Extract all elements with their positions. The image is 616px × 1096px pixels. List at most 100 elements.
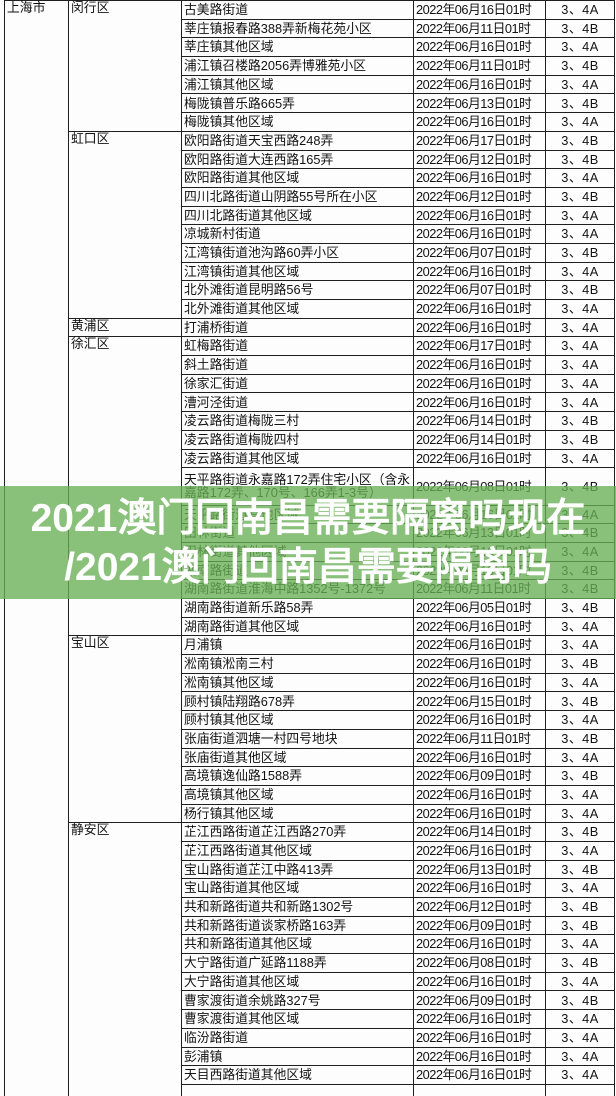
area-cell: 凌云路街道其他区域 <box>181 448 414 469</box>
date-cell: 2022年06月16日01时 <box>413 784 546 805</box>
area-cell: 淞南镇淞南三村 <box>181 654 414 674</box>
area-cell: 徐家汇街道 <box>181 373 414 394</box>
table-row: 共和新路街道共和新路1302号 2022年06月12日01时 3、4B <box>5 897 615 917</box>
date-cell: 2022年06月11日01时 <box>413 56 546 76</box>
class-cell: 3、4B <box>545 429 615 450</box>
date-cell: 2022年06月08日01时 <box>413 953 546 973</box>
class-cell: 3、4B <box>545 130 615 151</box>
class-cell: 3、4B <box>545 915 615 936</box>
class-cell: 3、4B <box>545 186 615 207</box>
watermark-line-1: 2021澳门回南昌需要隔离吗现在 <box>30 496 586 540</box>
date-cell: 2022年06月11日01时 <box>413 728 546 749</box>
table-row: 高境镇逸仙路1588弄 2022年06月09日01时 3、4B <box>5 766 615 786</box>
date-cell: 2022年06月15日01时 <box>413 691 546 712</box>
class-cell: 3、4B <box>545 897 615 917</box>
area-cell: 浦江镇召楼路2056弄博雅苑小区 <box>181 56 414 76</box>
date-cell: 2022年06月17日01时 <box>413 130 546 151</box>
date-cell: 2022年06月14日01时 <box>413 411 546 431</box>
class-cell: 3、4A <box>545 1065 615 1085</box>
class-cell: 3、4A <box>545 74 615 95</box>
class-cell: 3、4B <box>545 56 615 76</box>
table-row: 黄浦区 打浦桥街道 2022年06月16日01时 3、4A <box>5 317 615 338</box>
date-cell: 2022年06月16日01时 <box>413 317 546 338</box>
table-row: 顾村镇陆翔路678弄 2022年06月15日01时 3、4B <box>5 691 615 712</box>
date-cell: 2022年06月16日01时 <box>413 672 546 693</box>
table-row: 湖南路街道其他区域 2022年06月16日01时 3、4A <box>5 616 615 637</box>
table-row: 大宁路街道其他区域 2022年06月16日01时 3、4A <box>5 971 615 992</box>
area-cell: 江湾镇街道其他区域 <box>181 261 414 282</box>
table-row: 宝山路街道芷江中路413弄 2022年06月13日01时 3、4B <box>5 859 615 880</box>
class-cell: 3、4B <box>545 953 615 973</box>
date-cell <box>413 1083 546 1096</box>
area-cell: 芷江西路街道芷江西路270弄 <box>181 822 414 842</box>
date-cell: 2022年06月16日01时 <box>413 1046 546 1067</box>
date-cell: 2022年06月16日01时 <box>413 112 546 132</box>
date-cell: 2022年06月16日01时 <box>413 934 546 955</box>
class-cell: 3、4A <box>545 224 615 244</box>
area-cell: 宝山路街道其他区域 <box>181 878 414 899</box>
table-row <box>5 1083 615 1096</box>
table-row: 梅陇镇其他区域 2022年06月16日01时 3、4A <box>5 112 615 132</box>
area-cell: 凉城新村街道 <box>181 224 414 244</box>
date-cell: 2022年06月16日01时 <box>413 224 546 244</box>
class-cell: 3、4A <box>545 784 615 805</box>
date-cell: 2022年06月12日01时 <box>413 897 546 917</box>
date-cell: 2022年06月16日01时 <box>413 392 546 413</box>
area-cell: 四川北路街道其他区域 <box>181 205 414 226</box>
date-cell: 2022年06月11日01时 <box>413 18 546 39</box>
table-row: 梅陇镇普乐路665弄 2022年06月13日01时 3、4B <box>5 93 615 114</box>
class-cell: 3、4B <box>545 280 615 300</box>
table-row: 斜土路街道 2022年06月16日01时 3、4A <box>5 355 615 375</box>
class-cell: 3、4B <box>545 822 615 842</box>
table-row: 北外滩街道昆明路56号 2022年06月07日01时 3、4B <box>5 280 615 300</box>
class-cell: 3、4A <box>545 317 615 338</box>
area-cell: 天目西路街道其他区域 <box>181 1065 414 1085</box>
district-cell: 宝山区 <box>68 635 182 824</box>
class-cell: 3、4B <box>545 990 615 1011</box>
class-cell: 3、4A <box>545 616 615 637</box>
area-cell: 顾村镇陆翔路678弄 <box>181 691 414 712</box>
table-row: 浦江镇其他区域 2022年06月16日01时 3、4A <box>5 74 615 95</box>
date-cell: 2022年06月16日01时 <box>413 803 546 824</box>
table-row: 张庙街道其他区域 2022年06月16日01时 3、4A <box>5 747 615 768</box>
class-cell: 3、4A <box>545 934 615 955</box>
date-cell: 2022年06月07日01时 <box>413 242 546 263</box>
area-cell: 凌云路街道梅陇三村 <box>181 411 414 431</box>
class-cell: 3、4B <box>545 411 615 431</box>
area-cell: 大宁路街道广延路1188弄 <box>181 953 414 973</box>
area-cell: 湖南路街道新乐路58弄 <box>181 598 414 618</box>
area-cell: 梅陇镇普乐路665弄 <box>181 93 414 114</box>
area-cell: 北外滩街道昆明路56号 <box>181 280 414 300</box>
date-cell: 2022年06月09日01时 <box>413 766 546 786</box>
date-cell: 2022年06月16日01时 <box>413 299 546 319</box>
table-row: 曹家渡街道其他区域 2022年06月16日01时 3、4A <box>5 1009 615 1029</box>
class-cell: 3、4A <box>545 299 615 319</box>
class-cell: 3、4A <box>545 878 615 899</box>
date-cell: 2022年06月16日01时 <box>413 747 546 768</box>
class-cell: 3、4A <box>545 672 615 693</box>
date-cell: 2022年06月16日01时 <box>413 168 546 188</box>
date-cell: 2022年06月16日01时 <box>413 205 546 226</box>
class-cell: 3、4B <box>545 598 615 618</box>
table-row: 宝山区 月浦镇 2022年06月16日01时 3、4A <box>5 635 615 824</box>
area-cell: 大宁路街道其他区域 <box>181 971 414 992</box>
table-row: 凌云路街道梅陇四村 2022年06月14日01时 3、4B <box>5 429 615 450</box>
table-row: 上海市 闵行区 古美路街道 2022年06月16日01时 3、4A <box>4 0 615 1096</box>
table-row: 顾村镇其他区域 2022年06月16日01时 3、4A <box>5 710 615 730</box>
area-cell: 月浦镇 <box>181 635 414 656</box>
class-cell: 3、4B <box>545 728 615 749</box>
date-cell: 2022年06月16日01时 <box>413 616 546 637</box>
area-cell: 古美路街道 <box>181 0 414 20</box>
date-cell: 2022年06月16日01时 <box>413 74 546 95</box>
class-cell: 3、4B <box>545 242 615 263</box>
class-cell: 3、4A <box>545 635 615 656</box>
area-cell: 四川北路街道山阴路55号所在小区 <box>181 186 414 207</box>
date-cell: 2022年06月16日01时 <box>413 1065 546 1085</box>
area-cell: 共和新路街道共和新路1302号 <box>181 897 414 917</box>
area-cell: 曹家渡街道其他区域 <box>181 1009 414 1029</box>
table-row: 四川北路街道山阴路55号所在小区 2022年06月12日01时 3、4B <box>5 186 615 207</box>
class-cell: 3、4A <box>545 168 615 188</box>
date-cell: 2022年06月05日01时 <box>413 598 546 618</box>
date-cell: 2022年06月16日01时 <box>413 1009 546 1029</box>
